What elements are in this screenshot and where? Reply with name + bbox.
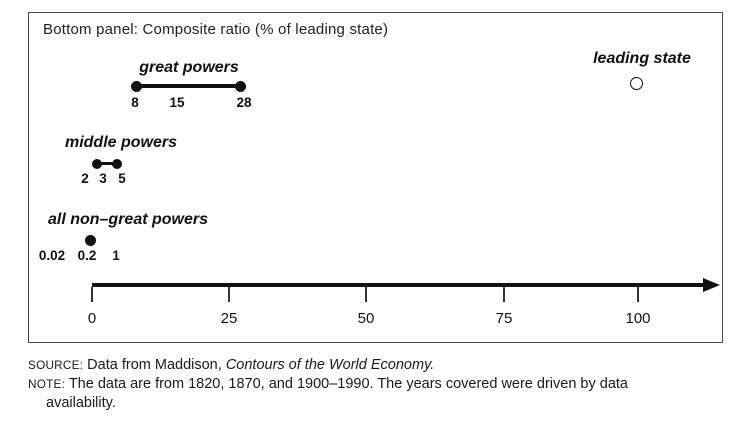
- axis-arrow-icon: [703, 278, 720, 292]
- chart-panel: Bottom panel: Composite ratio (% of lead…: [28, 12, 723, 343]
- point-label: 3: [99, 171, 107, 186]
- axis-tick: [365, 287, 367, 302]
- group-label-all-non-great-powers: all non–great powers: [47, 211, 209, 228]
- axis-tick-label: 50: [357, 310, 375, 327]
- middle-powers-range-line: [97, 162, 117, 165]
- point-label: 28: [236, 95, 252, 110]
- point-label: 2: [81, 171, 89, 186]
- data-point-marker-icon: [92, 159, 102, 169]
- x-axis-line: [92, 283, 704, 287]
- point-label: 0.2: [77, 248, 97, 263]
- data-point-marker-icon: [235, 81, 246, 92]
- point-label: 15: [169, 95, 185, 110]
- source-line: SOURCE: Data from Maddison, Contours of …: [28, 357, 434, 373]
- data-point-marker-icon: [131, 81, 142, 92]
- point-label: 8: [131, 95, 139, 110]
- data-point-marker-icon: [85, 235, 96, 246]
- note-text: The data are from 1820, 1870, and 1900–1…: [65, 376, 628, 392]
- leading-state-open-circle-icon: [630, 77, 643, 90]
- point-label: 5: [118, 171, 126, 186]
- note-line: NOTE: The data are from 1820, 1870, and …: [28, 376, 628, 392]
- data-point-marker-icon: [112, 159, 122, 169]
- great-powers-range-line: [136, 84, 241, 88]
- group-label-leading-state: leading state: [593, 50, 691, 67]
- source-book-title: Contours of the World Economy.: [225, 357, 435, 373]
- axis-tick: [637, 287, 639, 302]
- axis-tick: [228, 287, 230, 302]
- axis-tick-label: 75: [495, 310, 513, 327]
- point-label: 0.02: [38, 248, 66, 263]
- note-prefix: NOTE:: [28, 377, 66, 391]
- axis-tick-label: 25: [220, 310, 238, 327]
- source-prefix: SOURCE:: [28, 358, 84, 372]
- axis-tick: [91, 287, 93, 302]
- group-label-great-powers: great powers: [139, 59, 239, 76]
- note-line-continued: availability.: [46, 395, 116, 411]
- axis-tick: [503, 287, 505, 302]
- source-text: Data from Maddison,: [83, 357, 226, 373]
- panel-title: Bottom panel: Composite ratio (% of lead…: [43, 21, 389, 38]
- group-label-middle-powers: middle powers: [64, 134, 178, 151]
- point-label: 1: [112, 248, 120, 263]
- axis-tick-label: 0: [87, 310, 97, 327]
- axis-tick-label: 100: [625, 310, 651, 327]
